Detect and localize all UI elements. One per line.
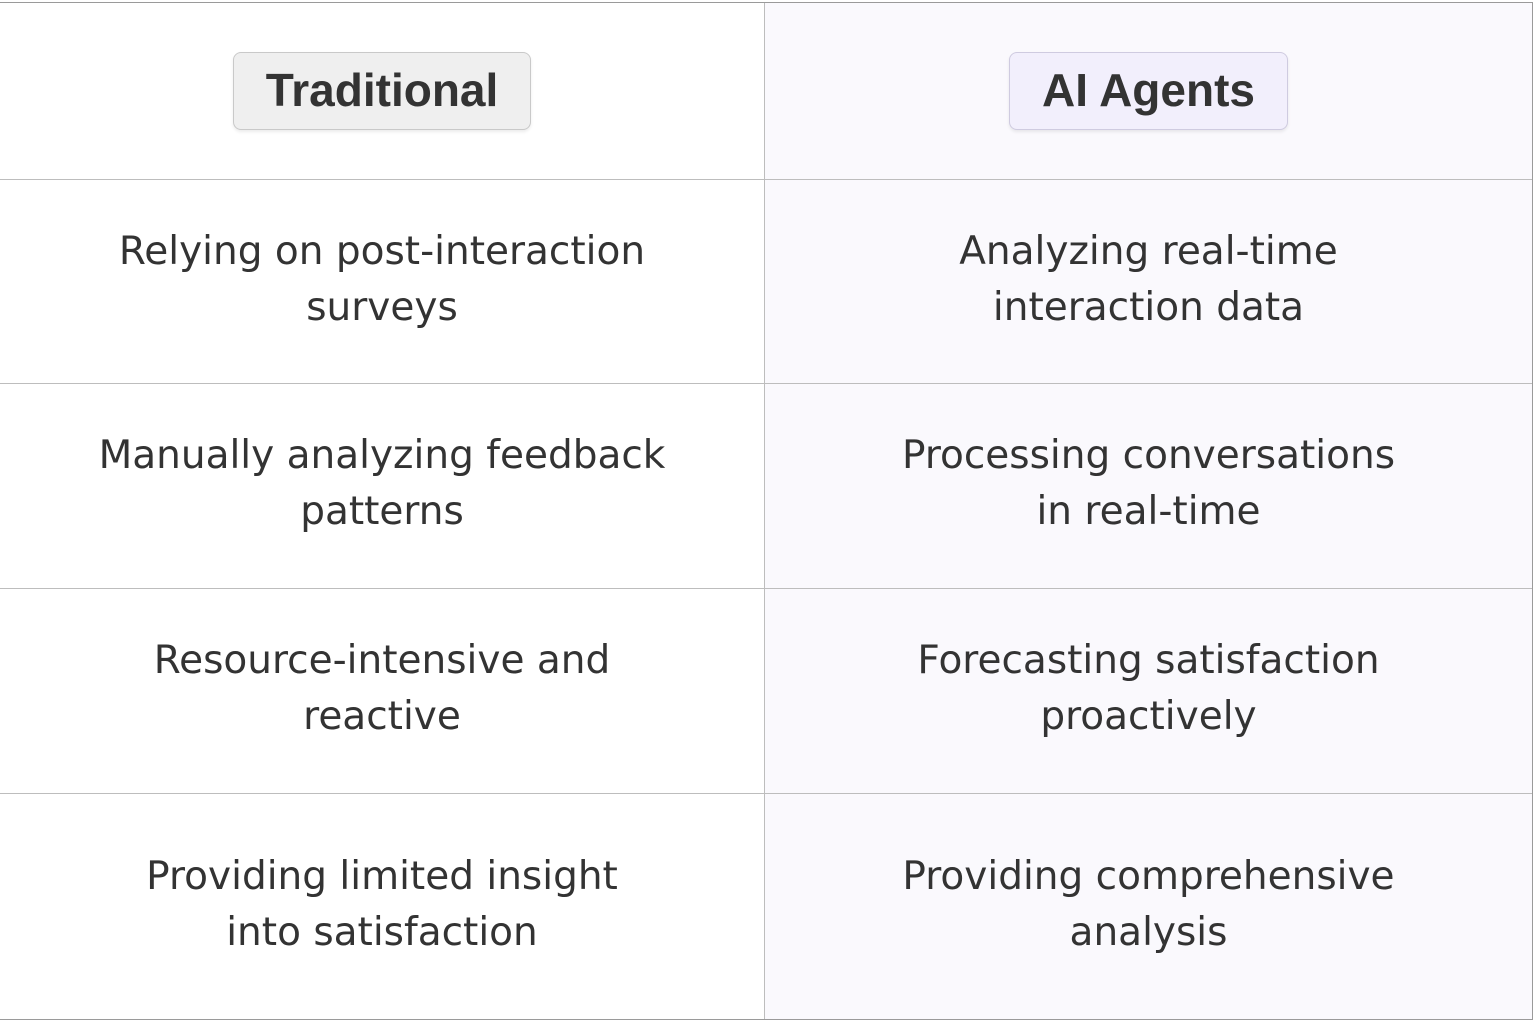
row-4-ai-agents: Providing comprehensive analysis bbox=[765, 794, 1532, 1019]
cell-text: Providing limited insight into satisfact… bbox=[146, 853, 618, 955]
cell-text: Providing comprehensive analysis bbox=[902, 853, 1395, 955]
row-4-traditional: Providing limited insight into satisfact… bbox=[0, 794, 765, 1019]
header-cell-ai-agents: AI Agents bbox=[765, 3, 1532, 180]
cell-text: Relying on post-interaction surveys bbox=[118, 228, 646, 330]
header-traditional: Traditional bbox=[232, 52, 532, 130]
header-ai-agents: AI Agents bbox=[1009, 52, 1288, 130]
row-3-traditional: Resource-intensive and reactive bbox=[0, 589, 765, 794]
cell-text: Processing conversations in real-time bbox=[901, 433, 1396, 534]
row-3-ai-agents: Forecasting satisfaction proactively bbox=[765, 589, 1532, 794]
row-2-ai-agents: Processing conversations in real-time bbox=[765, 384, 1532, 589]
row-2-traditional: Manually analyzing feedback patterns bbox=[0, 384, 765, 589]
cell-text: Forecasting satisfaction proactively bbox=[917, 638, 1380, 739]
header-cell-traditional: Traditional bbox=[0, 3, 765, 180]
row-1-ai-agents: Analyzing real-time interaction data bbox=[765, 180, 1532, 384]
row-1-traditional: Relying on post-interaction surveys bbox=[0, 180, 765, 384]
cell-text: Resource-intensive and reactive bbox=[153, 638, 611, 739]
cell-text: Manually analyzing feedback patterns bbox=[98, 433, 666, 534]
cell-text: Analyzing real-time interaction data bbox=[959, 228, 1338, 330]
